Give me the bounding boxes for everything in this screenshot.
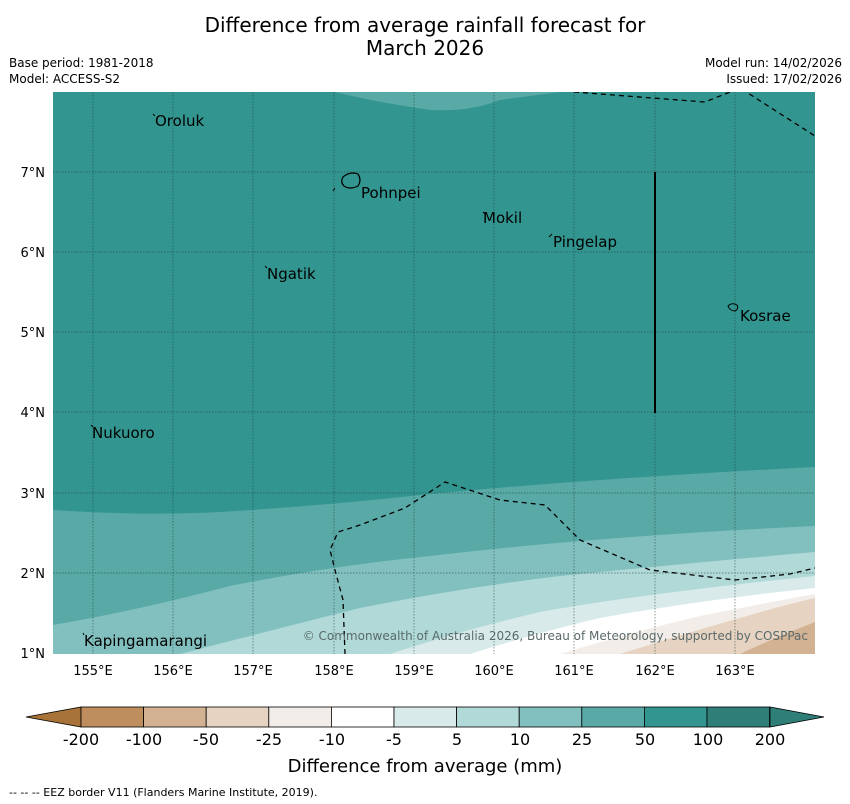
graticule: [53, 92, 815, 654]
fill-25-50-north: [335, 92, 560, 111]
ant-atoll: [332, 187, 336, 192]
colorbar-label: 10: [509, 730, 531, 749]
colorbar-extend-low: [25, 706, 82, 728]
colorbar-title: Difference from average (mm): [287, 756, 563, 777]
lon-tick: 161°E: [554, 664, 594, 679]
colorbar-segment: [581, 706, 645, 728]
colorbar-segment: [330, 706, 395, 728]
fill-minus50: [740, 622, 815, 654]
model-run: Model run: 14/02/2026: [704, 56, 842, 70]
lon-tick: 159°E: [394, 664, 434, 679]
latitude-ticks: 7°N 6°N 5°N 4°N 3°N 2°N 1°N: [21, 166, 46, 662]
lon-tick: 158°E: [314, 664, 354, 679]
base-period: Base period: 1981-2018: [9, 56, 154, 70]
colorbar-segment: [518, 706, 583, 728]
colorbar-label: 25: [571, 730, 593, 749]
colorbar-label: -200: [62, 730, 100, 749]
lat-tick: 1°N: [21, 647, 46, 662]
lon-tick: 162°E: [635, 664, 675, 679]
colorbar-label: -100: [125, 730, 163, 749]
lon-tick: 160°E: [474, 664, 514, 679]
fill-minus25: [620, 598, 815, 654]
label-mokil: Mokil: [483, 209, 522, 227]
colorbar-segment: [80, 706, 144, 728]
colorbar-segment: [456, 706, 520, 728]
label-kosrae: Kosrae: [740, 307, 791, 325]
colorbar-segment: [644, 706, 708, 728]
colorbar-label: -5: [386, 730, 402, 749]
colorbar-segment: [268, 706, 332, 728]
colorbar-label: 100: [692, 730, 724, 749]
atoll-marks: [82, 113, 553, 636]
lon-tick: 157°E: [233, 664, 273, 679]
label-pingelap: Pingelap: [553, 233, 617, 251]
colorbar: [25, 706, 825, 728]
colorbar-segment: [393, 706, 457, 728]
label-pohnpei: Pohnpei: [361, 184, 421, 202]
label-nukuoro: Nukuoro: [92, 424, 155, 442]
colorbar-segment: [143, 706, 207, 728]
title-line-1: Difference from average rainfall forecas…: [204, 13, 646, 37]
colorbar-segment: [205, 706, 270, 728]
copyright-notice: © Commonwealth of Australia 2026, Bureau…: [303, 629, 808, 643]
eez-note: -- -- -- EEZ border V11 (Flanders Marine…: [9, 786, 318, 799]
colorbar-label: -25: [255, 730, 283, 749]
colorbar-extend-high: [769, 706, 825, 728]
model-name: Model: ACCESS-S2: [9, 72, 121, 86]
lat-tick: 3°N: [21, 487, 46, 502]
colorbar-label: 200: [754, 730, 786, 749]
lat-tick: 2°N: [21, 567, 46, 582]
lon-tick: 156°E: [153, 664, 193, 679]
lat-tick: 4°N: [21, 406, 46, 421]
lon-tick: 163°E: [715, 664, 755, 679]
label-kapingamarangi: Kapingamarangi: [84, 632, 207, 650]
colorbar-label: 50: [634, 730, 656, 749]
colorbar-label: 5: [451, 730, 463, 749]
eez-border: [329, 92, 815, 654]
issued-date: Issued: 17/02/2026: [726, 72, 842, 86]
colorbar-label: -10: [318, 730, 346, 749]
label-ngatik: Ngatik: [267, 265, 316, 283]
map-plot-area: © Commonwealth of Australia 2026, Bureau…: [53, 92, 815, 654]
lat-tick: 6°N: [21, 246, 46, 261]
colorbar-segment: [706, 706, 770, 728]
metadata-left: Base period: 1981-2018 Model: ACCESS-S2: [9, 55, 154, 87]
chart-title: Difference from average rainfall forecas…: [0, 14, 850, 60]
lat-tick: 7°N: [21, 166, 46, 181]
lat-tick: 5°N: [21, 326, 46, 341]
title-line-2: March 2026: [365, 36, 485, 60]
pohnpei-island: [341, 172, 361, 189]
place-labels: Oroluk Pohnpei Mokil Pingelap Ngatik Kos…: [84, 112, 791, 650]
label-oroluk: Oroluk: [155, 112, 204, 130]
colorbar-label: -50: [192, 730, 220, 749]
metadata-right: Model run: 14/02/2026 Issued: 17/02/2026: [705, 55, 842, 87]
longitude-ticks: 155°E 156°E 157°E 158°E 159°E 160°E 161°…: [73, 664, 755, 679]
lon-tick: 155°E: [73, 664, 113, 679]
kosrae-island: [727, 303, 739, 312]
